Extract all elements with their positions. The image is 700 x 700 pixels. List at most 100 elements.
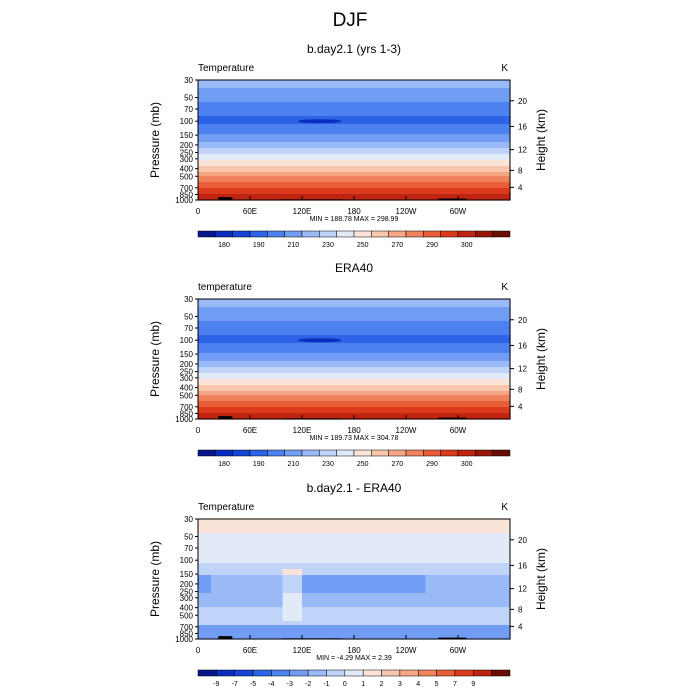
contour-band — [250, 591, 258, 594]
contour-band — [276, 527, 284, 530]
contour-band — [230, 611, 238, 614]
contour-band — [224, 521, 232, 524]
contour-band — [308, 625, 316, 628]
contour-band — [341, 599, 349, 602]
contour-band — [243, 551, 251, 554]
contour-band — [341, 535, 349, 538]
contour-band — [230, 601, 238, 604]
contour-band — [295, 583, 303, 586]
contour-band — [490, 613, 498, 616]
contour-band — [250, 617, 258, 620]
contour-band — [224, 539, 232, 542]
contour-band — [458, 617, 466, 620]
contour-band — [308, 633, 316, 636]
contour-band — [315, 595, 323, 598]
contour-band — [321, 585, 329, 588]
contour-band — [204, 595, 212, 598]
contour-band — [432, 529, 440, 532]
contour-band — [373, 627, 381, 630]
contour-band — [347, 539, 355, 542]
contour-band — [471, 529, 479, 532]
contour-band — [432, 625, 440, 628]
contour-band — [354, 585, 362, 588]
colorbar-swatch — [388, 449, 407, 457]
contour-band — [263, 529, 271, 532]
contour-band — [276, 603, 284, 606]
contour-band — [282, 615, 290, 618]
contour-band — [503, 603, 511, 606]
contour-band — [393, 523, 401, 526]
contour-band — [204, 601, 212, 604]
contour-band — [321, 567, 329, 570]
contour-band — [490, 575, 498, 578]
contour-band — [282, 563, 290, 566]
contour-band — [250, 553, 258, 556]
colorbar-label: 210 — [287, 461, 299, 468]
contour-band — [360, 529, 368, 532]
contour-band — [198, 589, 206, 592]
contour-band — [380, 581, 388, 584]
contour-band — [464, 581, 472, 584]
contour-band — [250, 549, 258, 552]
contour-band — [458, 555, 466, 558]
contour-band — [347, 561, 355, 564]
contour-band — [328, 633, 336, 636]
contour-band — [243, 531, 251, 534]
contour-band — [198, 373, 511, 376]
contour-band — [432, 635, 440, 638]
contour-band — [451, 609, 459, 612]
contour-band — [367, 545, 375, 548]
contour-band — [458, 565, 466, 568]
contour-band — [477, 599, 485, 602]
contour-band — [334, 625, 342, 628]
contour-band — [354, 587, 362, 590]
contour-band — [341, 541, 349, 544]
contour-band — [217, 623, 225, 626]
contour-band — [373, 555, 381, 558]
contour-band — [347, 589, 355, 592]
contour-band — [198, 333, 511, 336]
contour-band — [217, 603, 225, 606]
contour-band — [347, 631, 355, 634]
contour-band — [393, 579, 401, 582]
contour-band — [237, 571, 245, 574]
contour-band — [451, 541, 459, 544]
contour-band — [217, 617, 225, 620]
contour-band — [302, 599, 310, 602]
contour-band — [445, 593, 453, 596]
contour-band — [445, 595, 453, 598]
contour-band — [425, 603, 433, 606]
contour-band — [295, 565, 303, 568]
contour-band — [497, 553, 505, 556]
contour-band — [289, 579, 297, 582]
contour-band — [243, 557, 251, 560]
contour-band — [347, 627, 355, 630]
contour-band — [237, 629, 245, 632]
contour-band — [198, 597, 206, 600]
contour-band — [243, 589, 251, 592]
contour-band — [360, 631, 368, 634]
contour-band — [328, 595, 336, 598]
colorbar-swatch — [344, 669, 364, 677]
contour-band — [250, 569, 258, 572]
contour-band — [289, 613, 297, 616]
contour-band — [432, 615, 440, 618]
contour-band — [471, 625, 479, 628]
contour-band — [269, 595, 277, 598]
contour-band — [217, 585, 225, 588]
contour-band — [308, 523, 316, 526]
contour-band — [373, 533, 381, 536]
contour-band — [198, 367, 511, 370]
contour-band — [380, 615, 388, 618]
contour-band — [412, 593, 420, 596]
contour-band — [445, 573, 453, 576]
contour-band — [250, 637, 258, 640]
contour-band — [497, 615, 505, 618]
contour-band — [477, 585, 485, 588]
contour-band — [503, 541, 511, 544]
contour-band — [360, 615, 368, 618]
contour-band — [302, 557, 310, 560]
contour-band — [497, 619, 505, 622]
contour-band — [198, 158, 511, 161]
contour-band — [224, 561, 232, 564]
